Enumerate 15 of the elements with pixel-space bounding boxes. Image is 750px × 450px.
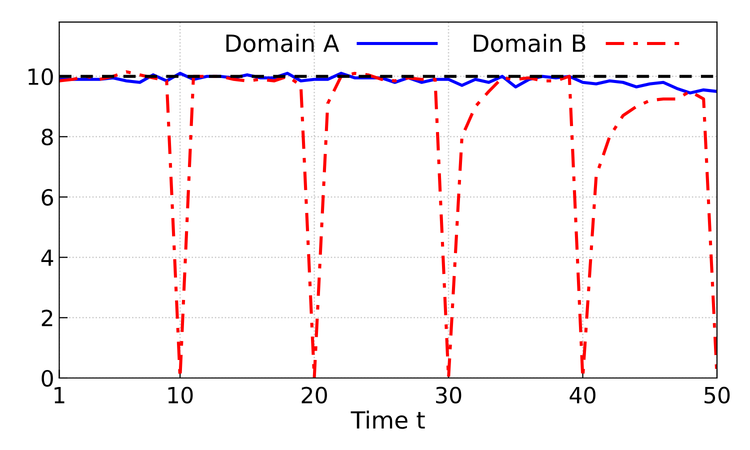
x-tick-label: 1 xyxy=(54,387,64,404)
y-tick-label: 10 xyxy=(28,68,53,86)
y-tick-label: 8 xyxy=(42,128,53,146)
y-tick-label: 0 xyxy=(42,370,53,387)
y-tick-label: 6 xyxy=(42,188,53,206)
x-tick-label: 50 xyxy=(704,386,730,404)
legend-label: Domain A xyxy=(226,34,340,52)
x-tick-label: 30 xyxy=(436,386,462,404)
x-tick-label: 10 xyxy=(168,386,193,404)
x-tick-label: 40 xyxy=(570,386,596,404)
y-tick-label: 4 xyxy=(41,250,54,266)
x-axis-title: Time t xyxy=(350,410,425,429)
legend-label: Domain B xyxy=(474,34,586,52)
y-tick-label: 2 xyxy=(42,310,52,326)
x-tick-label: 20 xyxy=(302,386,327,404)
